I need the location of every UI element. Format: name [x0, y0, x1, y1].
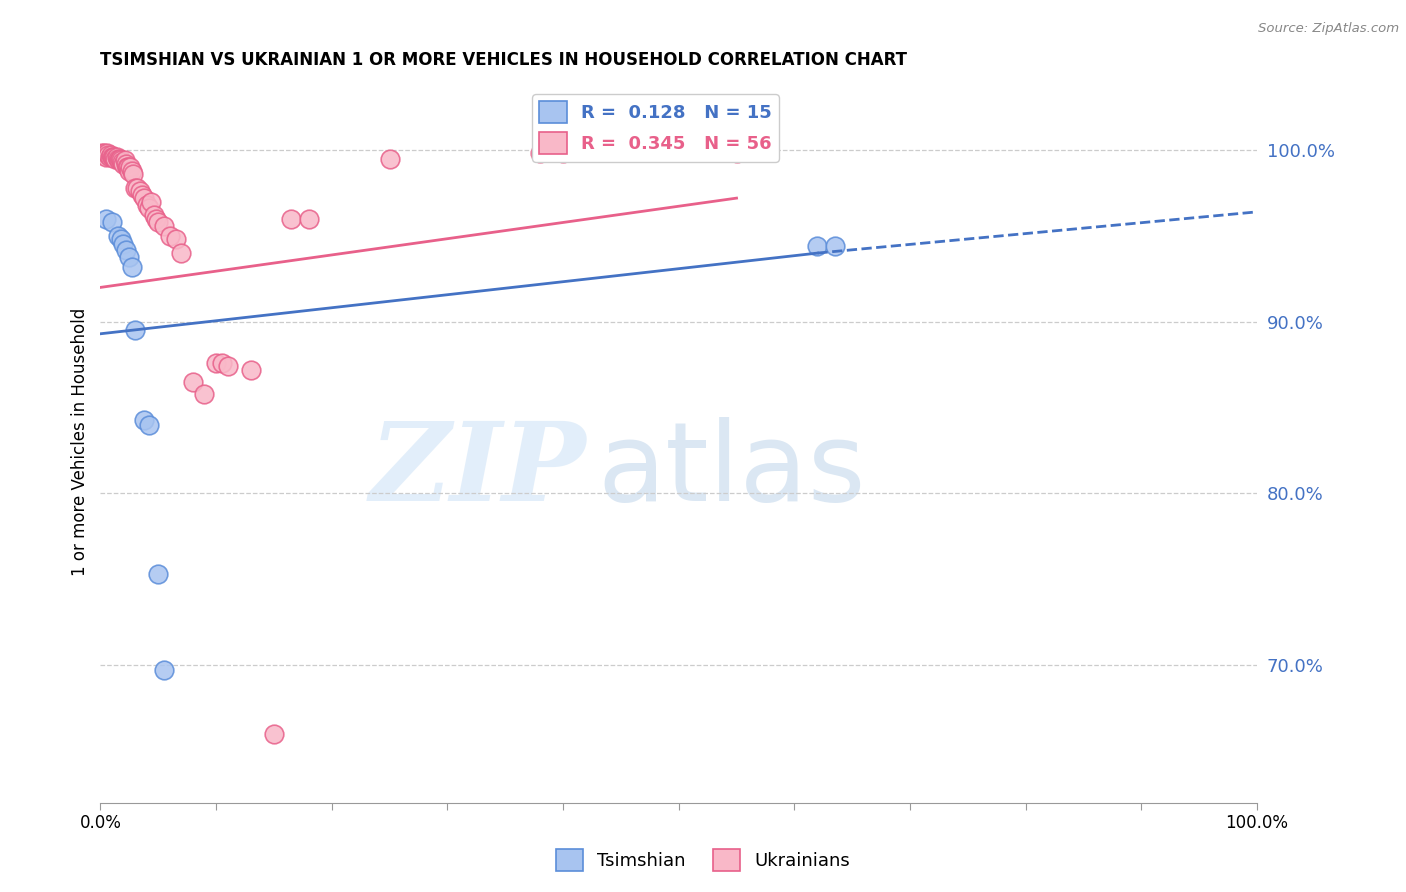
Point	[165, 232, 187, 246]
Point	[121, 167, 143, 181]
Point	[111, 155, 134, 169]
Point	[118, 250, 141, 264]
Point	[104, 152, 127, 166]
Point	[297, 211, 319, 226]
Point	[117, 160, 139, 174]
Point	[93, 146, 115, 161]
Point	[114, 243, 136, 257]
Point	[103, 150, 125, 164]
Point	[128, 184, 150, 198]
Point	[529, 146, 551, 161]
Point	[263, 727, 285, 741]
Point	[101, 150, 124, 164]
Text: ZIP: ZIP	[370, 417, 586, 524]
Point	[110, 153, 132, 168]
Point	[107, 152, 129, 166]
Text: atlas: atlas	[598, 417, 866, 524]
Legend: R =  0.128   N = 15, R =  0.345   N = 56: R = 0.128 N = 15, R = 0.345 N = 56	[533, 94, 779, 161]
Point	[239, 363, 262, 377]
Point	[124, 181, 146, 195]
Point	[108, 152, 131, 166]
Point	[108, 153, 131, 168]
Point	[153, 219, 176, 233]
Point	[97, 148, 120, 162]
Point	[114, 157, 136, 171]
Point	[112, 157, 135, 171]
Text: Source: ZipAtlas.com: Source: ZipAtlas.com	[1258, 22, 1399, 36]
Point	[121, 163, 143, 178]
Point	[211, 356, 233, 370]
Point	[145, 211, 167, 226]
Point	[124, 323, 146, 337]
Point	[134, 191, 156, 205]
Point	[193, 387, 215, 401]
Point	[114, 153, 136, 168]
Point	[118, 163, 141, 178]
Point	[121, 260, 143, 274]
Point	[280, 211, 302, 226]
Point	[141, 194, 163, 209]
Point	[170, 246, 193, 260]
Point	[551, 146, 574, 161]
Point	[824, 239, 846, 253]
Point	[98, 150, 121, 164]
Point	[91, 148, 114, 162]
Point	[806, 239, 828, 253]
Point	[105, 150, 128, 164]
Point	[148, 567, 170, 582]
Point	[120, 160, 142, 174]
Point	[205, 356, 228, 370]
Point	[153, 664, 176, 678]
Y-axis label: 1 or more Vehicles in Household: 1 or more Vehicles in Household	[72, 308, 89, 576]
Text: TSIMSHIAN VS UKRAINIAN 1 OR MORE VEHICLES IN HOUSEHOLD CORRELATION CHART: TSIMSHIAN VS UKRAINIAN 1 OR MORE VEHICLE…	[100, 51, 907, 69]
Point	[90, 146, 112, 161]
Point	[138, 417, 160, 432]
Point	[131, 187, 153, 202]
Point	[378, 152, 401, 166]
Point	[134, 412, 156, 426]
Point	[135, 198, 157, 212]
Legend: Tsimshian, Ukrainians: Tsimshian, Ukrainians	[548, 842, 858, 879]
Point	[115, 160, 138, 174]
Point	[181, 375, 204, 389]
Point	[217, 359, 239, 374]
Point	[107, 228, 129, 243]
Point	[127, 181, 149, 195]
Point	[94, 150, 117, 164]
Point	[94, 148, 117, 162]
Point	[101, 215, 124, 229]
Point	[138, 202, 160, 216]
Point	[159, 228, 181, 243]
Point	[110, 232, 132, 246]
Point	[100, 148, 122, 162]
Point	[112, 237, 135, 252]
Point	[96, 146, 118, 161]
Point	[725, 146, 748, 161]
Point	[148, 215, 170, 229]
Point	[94, 211, 117, 226]
Point	[101, 150, 124, 164]
Point	[142, 208, 165, 222]
